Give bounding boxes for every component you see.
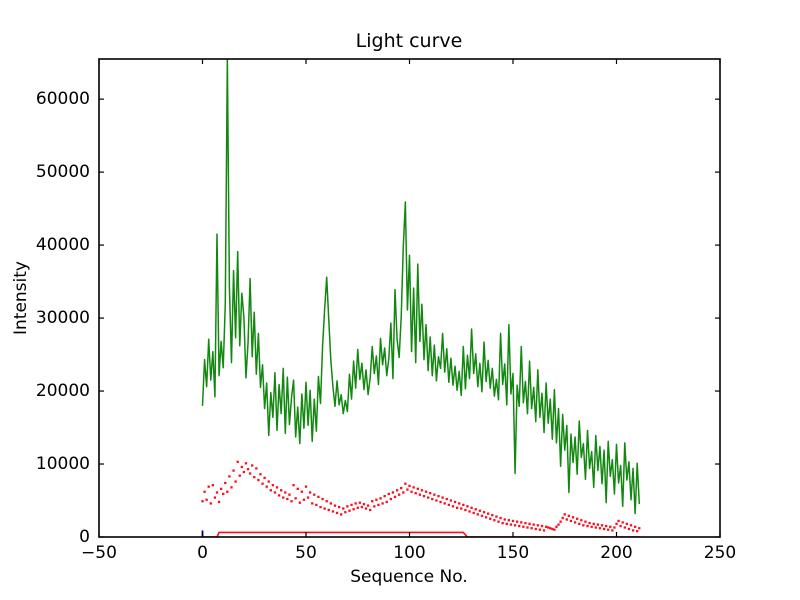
y-tick-label: 40000: [36, 235, 90, 255]
y-tick-label: 50000: [36, 162, 90, 182]
x-tick-label: 50: [295, 543, 317, 563]
x-tick-label: 250: [704, 543, 736, 563]
chart-title: Light curve: [356, 30, 463, 52]
y-tick-label: 60000: [36, 89, 90, 109]
x-tick-label: 200: [600, 543, 632, 563]
x-tick-label: 100: [393, 543, 425, 563]
y-tick-label: 20000: [36, 381, 90, 401]
y-axis-title: Intensity: [11, 261, 31, 335]
x-axis-title: Sequence No.: [350, 567, 467, 587]
x-tick-label: 0: [197, 543, 208, 563]
y-tick-label: 30000: [36, 308, 90, 328]
x-tick-label: 150: [497, 543, 529, 563]
y-tick-label: 10000: [36, 454, 90, 474]
series-layer: [201, 59, 641, 537]
series-source-counts: [201, 59, 641, 515]
series-good-time-interval: [202, 531, 640, 537]
y-tick-label: 0: [79, 527, 90, 547]
series-background-counts: [201, 460, 641, 533]
x-tick-label: −50: [81, 543, 117, 563]
